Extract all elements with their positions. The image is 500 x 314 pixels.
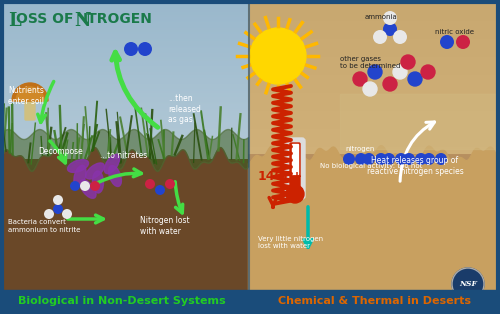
Text: N: N bbox=[74, 12, 90, 30]
Circle shape bbox=[440, 35, 454, 49]
Circle shape bbox=[155, 185, 165, 195]
Wedge shape bbox=[12, 83, 48, 101]
Circle shape bbox=[145, 179, 155, 189]
Circle shape bbox=[421, 65, 435, 79]
Circle shape bbox=[353, 72, 367, 86]
Circle shape bbox=[408, 72, 422, 86]
Text: NSF: NSF bbox=[459, 280, 477, 288]
Ellipse shape bbox=[86, 163, 104, 179]
Text: L: L bbox=[8, 12, 21, 30]
Ellipse shape bbox=[108, 165, 122, 187]
Ellipse shape bbox=[74, 165, 86, 187]
Text: Decompose: Decompose bbox=[38, 148, 83, 156]
Circle shape bbox=[363, 153, 375, 165]
Circle shape bbox=[401, 55, 415, 69]
Bar bbox=[2, 290, 498, 312]
Text: 140F+: 140F+ bbox=[258, 170, 304, 182]
Ellipse shape bbox=[92, 171, 104, 193]
Ellipse shape bbox=[68, 160, 88, 172]
Text: No biological activity: too hot: No biological activity: too hot bbox=[320, 163, 422, 169]
Circle shape bbox=[456, 35, 470, 49]
Circle shape bbox=[403, 153, 415, 165]
Text: ITROGEN: ITROGEN bbox=[83, 12, 153, 26]
Circle shape bbox=[363, 82, 377, 96]
Circle shape bbox=[90, 181, 100, 191]
Text: Biological in Non-Desert Systems: Biological in Non-Desert Systems bbox=[18, 296, 226, 306]
Circle shape bbox=[415, 153, 427, 165]
Text: ammonia: ammonia bbox=[365, 14, 398, 20]
Circle shape bbox=[138, 42, 152, 56]
Circle shape bbox=[395, 153, 407, 165]
Text: nitrogen: nitrogen bbox=[345, 146, 374, 152]
Text: other gases
to be determined: other gases to be determined bbox=[340, 56, 400, 68]
Text: nitric oxide: nitric oxide bbox=[435, 29, 474, 35]
Circle shape bbox=[423, 153, 435, 165]
Circle shape bbox=[452, 268, 484, 300]
Text: ...then
released
as gas: ...then released as gas bbox=[168, 94, 201, 124]
Text: Nutrients
enter soil: Nutrients enter soil bbox=[8, 86, 44, 106]
Text: OSS OF: OSS OF bbox=[16, 12, 78, 26]
Text: ...to nitrates: ...to nitrates bbox=[100, 151, 147, 160]
Text: Chemical & Thermal in Deserts: Chemical & Thermal in Deserts bbox=[278, 296, 471, 306]
Ellipse shape bbox=[104, 154, 120, 174]
Circle shape bbox=[250, 28, 306, 84]
Circle shape bbox=[165, 179, 175, 189]
Circle shape bbox=[383, 22, 397, 36]
Circle shape bbox=[368, 65, 382, 79]
Circle shape bbox=[286, 185, 304, 203]
Ellipse shape bbox=[80, 180, 96, 198]
Circle shape bbox=[435, 153, 447, 165]
Circle shape bbox=[393, 30, 407, 44]
Text: Bacteria convert
ammonium to nitrite: Bacteria convert ammonium to nitrite bbox=[8, 219, 81, 232]
Text: Nitrogen lost
with water: Nitrogen lost with water bbox=[140, 216, 190, 236]
Circle shape bbox=[383, 77, 397, 91]
Circle shape bbox=[343, 153, 355, 165]
Circle shape bbox=[53, 204, 63, 214]
FancyBboxPatch shape bbox=[292, 144, 298, 174]
FancyBboxPatch shape bbox=[285, 138, 305, 199]
Circle shape bbox=[355, 153, 367, 165]
Circle shape bbox=[70, 181, 80, 191]
Circle shape bbox=[383, 11, 397, 25]
Text: Heat releases group of
reactive nitrogen species: Heat releases group of reactive nitrogen… bbox=[366, 156, 464, 176]
FancyBboxPatch shape bbox=[290, 143, 300, 195]
Circle shape bbox=[80, 181, 90, 191]
Circle shape bbox=[124, 42, 138, 56]
Circle shape bbox=[53, 195, 63, 205]
Circle shape bbox=[383, 153, 395, 165]
Circle shape bbox=[44, 209, 54, 219]
Circle shape bbox=[62, 209, 72, 219]
FancyBboxPatch shape bbox=[25, 100, 35, 120]
Text: Very little nitrogen
lost with water: Very little nitrogen lost with water bbox=[258, 236, 323, 248]
Circle shape bbox=[373, 30, 387, 44]
Circle shape bbox=[393, 65, 407, 79]
Wedge shape bbox=[16, 87, 44, 101]
Circle shape bbox=[375, 153, 387, 165]
